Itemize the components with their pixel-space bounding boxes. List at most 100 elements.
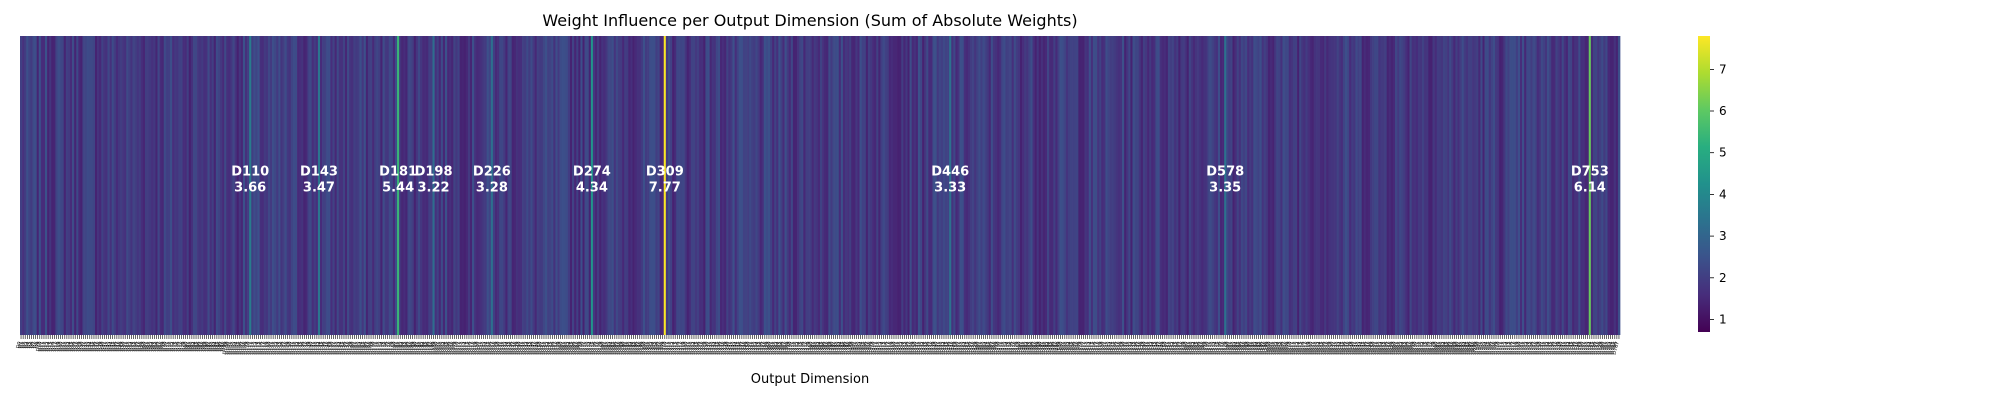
x-tick-label: D419 xyxy=(887,341,896,356)
x-tick-label: D706 xyxy=(1485,341,1494,356)
x-tick-label: D621 xyxy=(1307,341,1316,356)
x-tick-label: D535 xyxy=(1128,341,1137,356)
x-tick-label: D620 xyxy=(1305,341,1314,356)
x-tick-label: D576 xyxy=(1214,341,1223,356)
heatmap-cell xyxy=(95,36,98,335)
x-tick-label: D568 xyxy=(1197,341,1206,356)
heatmap-cell xyxy=(342,36,346,335)
x-tick-label: D203 xyxy=(437,341,446,356)
x-tick-label: D44 xyxy=(106,341,114,352)
x-tick-label: D564 xyxy=(1189,341,1198,356)
x-tick-label: D24 xyxy=(65,341,73,352)
heatmap-cell xyxy=(995,36,998,335)
heatmap-cell xyxy=(1376,36,1379,335)
heatmap-cell xyxy=(309,36,313,335)
heatmap-cell xyxy=(1284,36,1288,335)
x-tick-label: D588 xyxy=(1239,341,1248,356)
x-tick-label: D584 xyxy=(1230,341,1239,356)
x-tick-label: D93 xyxy=(208,341,216,352)
x-tick-label: D212 xyxy=(455,341,464,356)
heatmap-cell xyxy=(182,36,185,335)
x-tick-label: D61 xyxy=(142,341,150,352)
heatmap-cell xyxy=(1338,36,1342,335)
x-tick-label: D485 xyxy=(1024,341,1033,356)
x-tick-label: D428 xyxy=(905,341,914,356)
heatmap-cell xyxy=(263,36,267,335)
x-tick-label: D365 xyxy=(774,341,783,356)
x-tick-label: D48 xyxy=(115,341,123,352)
x-tick-label: D562 xyxy=(1185,341,1194,356)
heatmap-cell xyxy=(680,36,683,335)
x-tick-label: D447 xyxy=(945,341,954,356)
x-tick-label: D94 xyxy=(210,341,218,352)
x-tick-label: D741 xyxy=(1557,341,1566,356)
heatmap-cell xyxy=(607,36,610,335)
heatmap-cell xyxy=(1188,36,1192,335)
x-tick-label: D313 xyxy=(666,341,675,356)
x-tick-label: D627 xyxy=(1320,341,1329,356)
heatmap-cell xyxy=(1232,36,1235,335)
x-tick-label: D152 xyxy=(330,341,339,356)
heatmap-cell xyxy=(1367,36,1371,335)
x-tick-label: D123 xyxy=(270,341,279,356)
x-tick-label: D217 xyxy=(466,341,475,356)
heatmap-cell xyxy=(388,36,392,335)
heatmap-cell xyxy=(220,36,223,335)
x-tick-label: D78 xyxy=(177,341,185,352)
heatmap-cell xyxy=(1013,36,1017,335)
heatmap-cell xyxy=(1070,36,1073,335)
x-tick-label: D208 xyxy=(447,341,456,356)
x-tick-label: D647 xyxy=(1362,341,1371,356)
heatmap-cell xyxy=(249,36,252,335)
x-tick-label: D501 xyxy=(1057,341,1066,356)
x-tick-label: D640 xyxy=(1347,341,1356,356)
heatmap-cell xyxy=(884,36,888,335)
heatmap-cell xyxy=(1420,36,1423,335)
heatmap-cell xyxy=(1378,36,1381,335)
x-tick-label: D173 xyxy=(374,341,383,356)
x-tick-label: D42 xyxy=(102,341,110,352)
heatmap-cell xyxy=(478,36,481,335)
heatmap-cell xyxy=(903,36,906,335)
heatmap-cell xyxy=(399,36,402,335)
x-tick-label: D205 xyxy=(441,341,450,356)
x-tick-label: D284 xyxy=(605,341,614,356)
x-tick-label: D563 xyxy=(1187,341,1196,356)
heatmap-cell xyxy=(234,36,238,335)
heatmap-cell xyxy=(1126,36,1129,335)
x-tick-label: D484 xyxy=(1022,341,1031,356)
x-tick-label: D386 xyxy=(818,341,827,356)
x-tick-label: D490 xyxy=(1035,341,1044,356)
heatmap-cell xyxy=(697,36,700,335)
x-tick-label: D439 xyxy=(928,341,937,356)
heatmap-cell xyxy=(376,36,379,335)
heatmap-cell xyxy=(957,36,960,335)
heatmap-cell xyxy=(1313,36,1317,335)
x-tick-label: D375 xyxy=(795,341,804,356)
heatmap-cell xyxy=(1078,36,1081,335)
x-tick-label: D117 xyxy=(257,341,266,356)
heatmap-cell xyxy=(1134,36,1138,335)
heatmap-cell xyxy=(990,36,994,335)
heatmap-cell xyxy=(540,36,544,335)
heatmap-cell xyxy=(1597,36,1600,335)
heatmap-cell xyxy=(1053,36,1056,335)
heatmap-cell xyxy=(1486,36,1490,335)
heatmap-cell xyxy=(255,36,258,335)
x-tick-label: D681 xyxy=(1432,341,1441,356)
x-tick-label: D176 xyxy=(380,341,389,356)
x-tick-label: D154 xyxy=(335,341,344,356)
heatmap-cell xyxy=(1261,36,1265,335)
heatmap-cell xyxy=(784,36,788,335)
heatmap-cell xyxy=(559,36,563,335)
heatmap-cell xyxy=(1422,36,1425,335)
x-tick-label: D334 xyxy=(710,341,719,356)
heatmap-cell xyxy=(936,36,940,335)
heatmap-cell xyxy=(890,36,894,335)
heatmap-cell xyxy=(728,36,731,335)
x-tick-label: D613 xyxy=(1291,341,1300,356)
x-tick-label: D45 xyxy=(108,341,116,352)
x-tick-label: D424 xyxy=(897,341,906,356)
heatmap-cell xyxy=(315,36,319,335)
heatmap-cell xyxy=(428,36,431,335)
